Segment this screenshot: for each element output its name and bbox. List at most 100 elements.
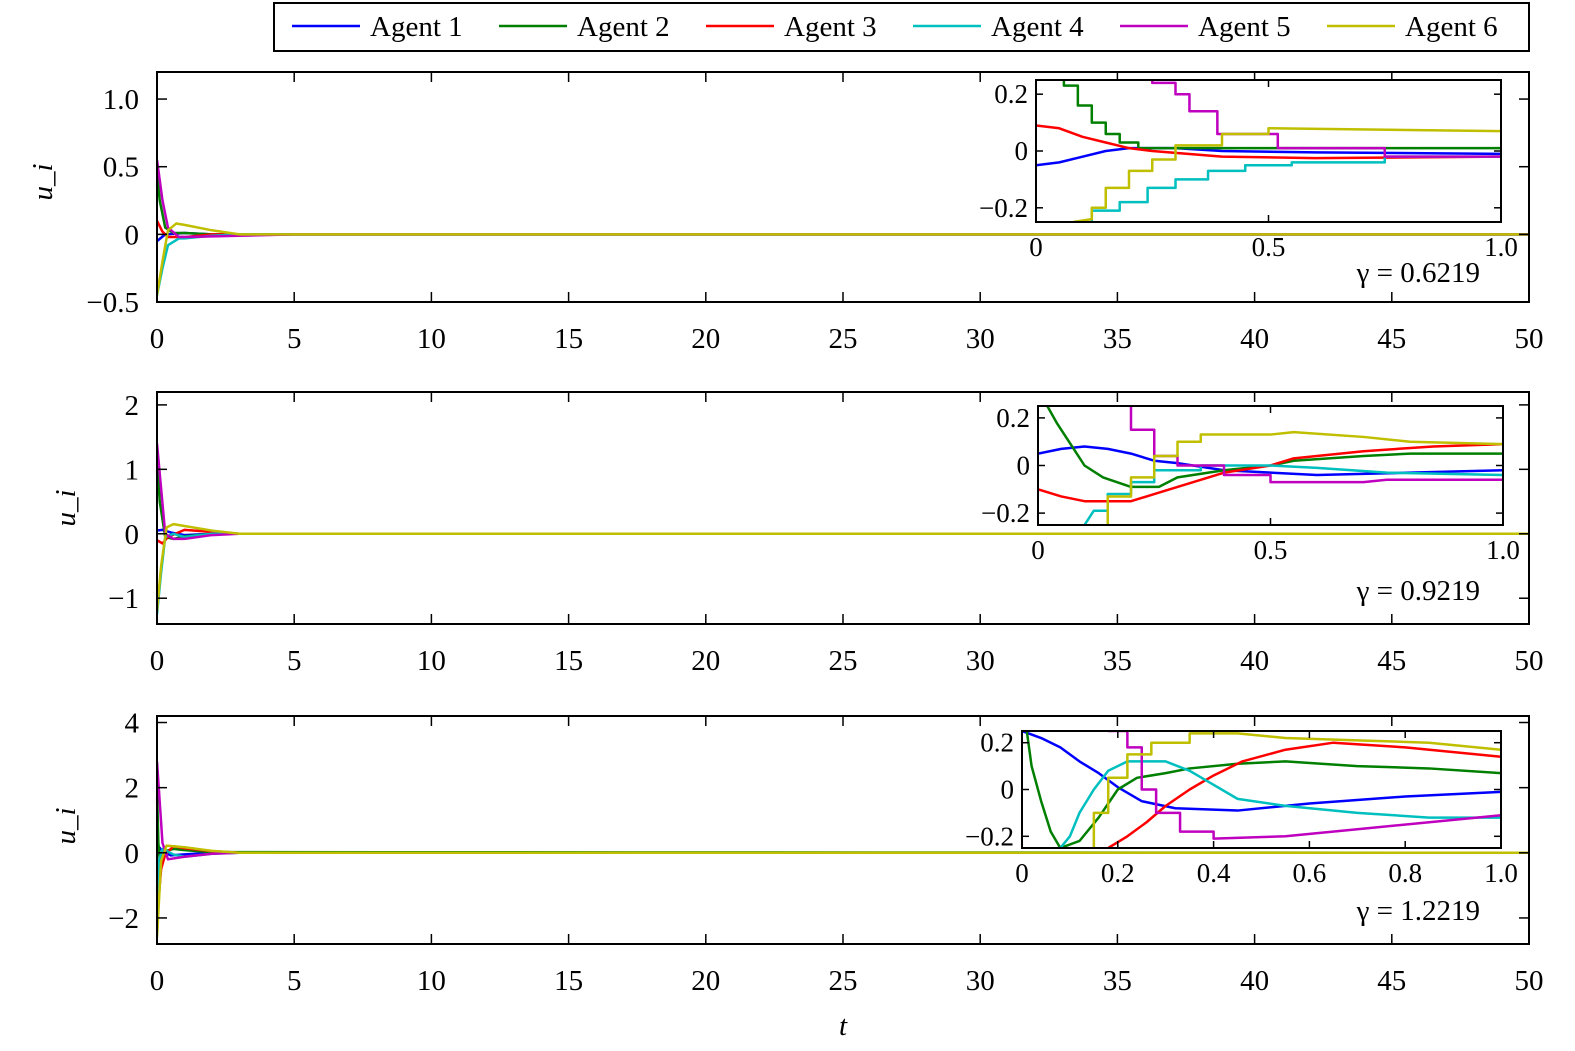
x-tick-label: 50 [1515,965,1544,997]
x-tick-label: 35 [1103,645,1132,677]
inset-x-tick-label: 0.8 [1388,858,1422,888]
x-tick-label: 20 [691,965,720,997]
inset-x-tick-label: 0.4 [1197,858,1231,888]
series-line-agent-4 [157,532,1529,615]
inset-series-line-agent-6 [1073,127,1501,222]
x-tick-label: 40 [1240,645,1269,677]
inset-x-tick-label: 0.5 [1254,535,1288,565]
inset-series-group [1022,731,1501,848]
y-tick-label: −0.5 [86,287,139,319]
series-line-agent-6 [157,844,1529,938]
legend: Agent 1 Agent 2 Agent 3 Agent 4 Agent 5 Agent… [273,2,1530,52]
x-tick-label: 30 [966,965,995,997]
inset-series-line-agent-2 [1062,80,1501,150]
x-tick-label: 30 [966,323,995,355]
y-tick-label: 0 [125,519,140,551]
x-tick-label: 10 [417,645,446,677]
x-tick-label: 15 [554,323,583,355]
inset-y-tick-label: 0 [1015,136,1029,166]
inset-series-line-agent-1 [1022,731,1501,812]
inset-x-tick-label: 1.0 [1484,858,1518,888]
inset-y-tick-label: −0.2 [979,193,1028,223]
y-tick-label: −1 [108,583,139,615]
y-tick-label: 2 [125,390,140,422]
y-tick-label: 1.0 [103,84,139,116]
inset-y-tick-label: 0.2 [980,728,1014,758]
inset-series-line-agent-3 [1036,124,1501,160]
inset-series-line-agent-3 [1038,442,1503,503]
legend-label: Agent 4 [991,11,1084,43]
series-group [157,159,1529,296]
inset-x-tick-label: 0 [1015,858,1029,888]
panel-1: 0 5 10 15 20 25 30 35 40 45 50 −0.5 0 0.5 1.0 u_i γ = 0.… [27,71,1544,355]
x-tick-label: 20 [691,323,720,355]
y-tick-label: 0 [125,219,140,251]
inset-series-line-agent-2 [1046,406,1503,489]
inset-series-line-agent-5 [1129,406,1503,484]
y-tick-label: 2 [125,773,140,805]
series-line-agent-6 [157,522,1529,612]
inset-x-tick-label: 0.6 [1293,858,1327,888]
x-tick-label: 15 [554,645,583,677]
inset-x-tick-label: 1.0 [1486,535,1520,565]
y-tick-label: −2 [108,903,139,935]
inset-series-group [1036,80,1501,222]
inset-1: 0 0.5 1.0−0.200.2 [979,79,1518,262]
inset-series-line-agent-2 [1025,731,1501,848]
inset-x-tick-label: 1.0 [1484,232,1518,262]
x-axis-label: t [839,1010,848,1042]
inset-y-tick-label: 0 [1017,451,1031,481]
x-tick-label: 40 [1240,965,1269,997]
x-tick-label: 20 [691,645,720,677]
inset-series-line-agent-3 [1107,741,1501,848]
x-tick-label: 30 [966,645,995,677]
gamma-annotation: γ = 1.2219 [1356,895,1480,927]
x-tick-label: 25 [829,645,858,677]
inset-y-tick-label: −0.2 [965,821,1014,851]
legend-label: Agent 2 [577,11,670,43]
series-line-agent-4 [157,233,1529,296]
legend-box [273,2,1530,52]
y-tick-label: 0.5 [103,152,139,184]
y-tick-label: 4 [125,708,140,740]
x-tick-label: 0 [150,965,165,997]
x-tick-label: 50 [1515,645,1544,677]
legend-label: Agent 5 [1198,11,1291,43]
x-tick-label: 0 [150,645,165,677]
x-tick-label: 15 [554,965,583,997]
x-tick-label: 0 [150,323,165,355]
inset-x-tick-label: 0.2 [1101,858,1135,888]
inset-x-tick-label: 0 [1029,232,1043,262]
x-tick-label: 10 [417,323,446,355]
inset-x-tick-label: 0.5 [1252,232,1286,262]
inset-y-tick-label: 0.2 [996,403,1030,433]
series-line-agent-6 [157,222,1529,296]
y-axis-label: u_i [27,163,59,200]
x-tick-label: 35 [1103,965,1132,997]
panel-2: 0 5 10 15 20 25 30 35 40 45 50 −1 0 1 2 u_i γ = 0.9219 0 0… [50,390,1544,677]
inset-series-line-agent-4 [1059,760,1501,848]
x-tick-label: 5 [287,645,302,677]
x-tick-label: 25 [829,965,858,997]
inset-series-line-agent-6 [1092,732,1501,848]
y-tick-label: 0 [125,838,140,870]
x-tick-label: 40 [1240,323,1269,355]
inset-series-group [1038,406,1503,525]
inset-series-line-agent-5 [1151,80,1501,158]
x-tick-label: 45 [1377,323,1406,355]
panel-3: 0 5 10 15 20 25 30 35 40 45 50 −2 0 2 4 u_i γ = 1.2219 0 0… [50,708,1544,997]
x-tick-label: 25 [829,323,858,355]
gamma-annotation: γ = 0.6219 [1356,257,1480,289]
inset-x-tick-label: 0 [1031,535,1045,565]
series-group [157,761,1529,938]
x-tick-label: 5 [287,965,302,997]
inset-y-tick-label: −0.2 [981,498,1030,528]
inset-series-line-agent-4 [1090,155,1501,222]
legend-label: Agent 1 [370,11,463,43]
x-tick-label: 5 [287,323,302,355]
legend-label: Agent 6 [1405,11,1498,43]
x-tick-label: 45 [1377,965,1406,997]
y-tick-label: 1 [125,454,140,486]
x-tick-label: 45 [1377,645,1406,677]
